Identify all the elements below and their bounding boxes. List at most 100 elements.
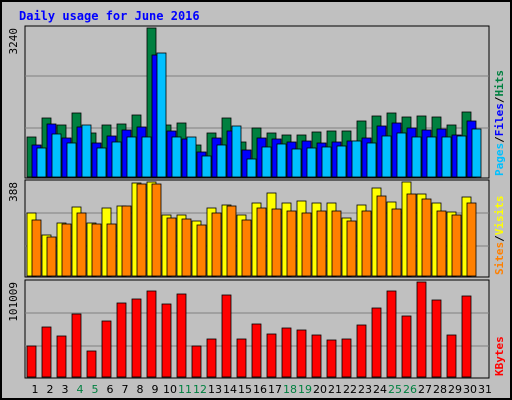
ymax-label: 388 (7, 182, 20, 202)
bar-kbytes-day-23 (356, 324, 367, 378)
bar-kbytes-day-13 (206, 338, 217, 378)
legend-separator: / (493, 96, 506, 103)
bar-sites-day-5 (91, 223, 102, 277)
bar-sites-day-13 (211, 212, 222, 277)
bar-pages-day-3 (66, 142, 77, 178)
bar-sites-day-27 (421, 198, 432, 277)
bar-sites-day-24 (376, 195, 387, 277)
panel-kbytes: 101009 KBytes (7, 279, 506, 379)
legend-visits: Visits (493, 196, 506, 236)
bar-sites-day-29 (451, 214, 462, 277)
bar-kbytes-day-11 (176, 293, 187, 378)
bar-pages-day-13 (216, 144, 227, 178)
day-label-10: 10 (163, 383, 177, 396)
legend-files: Files (493, 103, 506, 136)
bar-kbytes-day-19 (296, 329, 307, 378)
day-label-4: 4 (77, 383, 84, 396)
bar-pages-day-8 (141, 136, 152, 178)
day-label-12: 12 (193, 383, 207, 396)
day-label-22: 22 (343, 383, 357, 396)
bar-kbytes-day-2 (41, 326, 52, 378)
bar-sites-day-17 (271, 208, 282, 277)
bar-pages-day-26 (411, 136, 422, 178)
day-label-15: 15 (238, 383, 252, 396)
bar-pages-day-11 (186, 136, 197, 178)
day-label-5: 5 (92, 383, 99, 396)
bar-kbytes-day-5 (86, 350, 97, 378)
legend-hits: Hits (493, 70, 506, 97)
panel-legend: Pages/Files/Hits (493, 70, 506, 176)
bar-kbytes-day-14 (221, 294, 232, 378)
bar-kbytes-day-6 (101, 320, 112, 378)
day-label-6: 6 (107, 383, 114, 396)
bar-sites-day-3 (61, 223, 72, 277)
day-label-18: 18 (283, 383, 297, 396)
day-label-2: 2 (47, 383, 54, 396)
day-label-8: 8 (137, 383, 144, 396)
bar-sites-day-15 (241, 219, 252, 277)
panel-legend: KBytes (493, 336, 506, 376)
bar-sites-day-8 (136, 183, 147, 277)
bar-pages-day-2 (51, 133, 62, 178)
day-label-26: 26 (403, 383, 417, 396)
bar-sites-day-18 (286, 210, 297, 277)
bar-sites-day-4 (76, 212, 87, 277)
legend-sites: Sites (493, 242, 506, 275)
legend-pages: Pages (493, 143, 506, 176)
bar-kbytes-day-20 (311, 334, 322, 378)
bar-pages-day-6 (111, 141, 122, 178)
chart-title: Daily usage for June 2016 (19, 9, 200, 23)
bar-pages-day-1 (36, 147, 47, 178)
bar-pages-day-10 (171, 136, 182, 178)
bar-pages-day-9 (156, 52, 167, 178)
bar-sites-day-11 (181, 218, 192, 277)
bar-kbytes-day-10 (161, 303, 172, 378)
bar-sites-day-20 (316, 210, 327, 277)
bar-kbytes-day-30 (461, 295, 472, 378)
day-label-11: 11 (178, 383, 192, 396)
day-label-13: 13 (208, 383, 222, 396)
bar-kbytes-day-16 (251, 323, 262, 378)
bar-sites-day-14 (226, 205, 237, 277)
bar-pages-day-5 (96, 147, 107, 178)
bar-kbytes-day-22 (341, 338, 352, 378)
bar-kbytes-day-28 (431, 299, 442, 378)
bar-kbytes-day-29 (446, 334, 457, 378)
bar-pages-day-27 (426, 136, 437, 178)
bar-pages-day-14 (231, 125, 242, 178)
bar-kbytes-day-8 (131, 298, 142, 378)
bar-pages-day-15 (246, 158, 257, 178)
bar-sites-day-10 (166, 217, 177, 277)
bar-pages-day-4 (81, 124, 92, 178)
bar-pages-day-19 (306, 147, 317, 178)
bar-sites-day-16 (256, 207, 267, 277)
day-label-7: 7 (122, 383, 129, 396)
day-label-23: 23 (358, 383, 372, 396)
bar-kbytes-day-18 (281, 327, 292, 378)
bar-sites-day-30 (466, 202, 477, 277)
bar-kbytes-day-4 (71, 313, 82, 378)
bar-pages-day-25 (396, 132, 407, 178)
day-label-31: 31 (478, 383, 492, 396)
bar-pages-day-28 (441, 136, 452, 178)
bar-sites-day-23 (361, 210, 372, 277)
bar-pages-day-18 (291, 148, 302, 178)
bar-pages-day-29 (456, 135, 467, 178)
bar-pages-day-21 (336, 145, 347, 178)
day-label-25: 25 (388, 383, 402, 396)
bar-sites-day-1 (31, 219, 42, 277)
bar-sites-day-12 (196, 224, 207, 277)
day-label-16: 16 (253, 383, 267, 396)
bar-kbytes-day-25 (386, 290, 397, 378)
bar-sites-day-28 (436, 210, 447, 277)
day-label-27: 27 (418, 383, 432, 396)
bar-kbytes-day-17 (266, 333, 277, 378)
bar-sites-day-19 (301, 212, 312, 277)
bar-kbytes-day-9 (146, 290, 157, 378)
bar-sites-day-9 (151, 183, 162, 277)
bar-kbytes-day-15 (236, 338, 247, 378)
legend-kbytes: KBytes (493, 336, 506, 376)
day-label-14: 14 (223, 383, 237, 396)
panel-legend: Sites/Visits (493, 196, 506, 276)
